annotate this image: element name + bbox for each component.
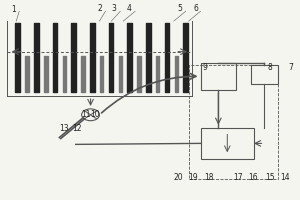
Text: 18: 18 [205, 173, 214, 182]
Bar [189, 64, 278, 179]
Bar [200, 63, 236, 90]
Text: 3: 3 [112, 4, 117, 13]
Text: 10: 10 [90, 110, 100, 119]
Text: 17: 17 [233, 173, 242, 182]
Text: 20: 20 [173, 173, 183, 182]
Text: 5: 5 [177, 4, 182, 13]
Text: 12: 12 [72, 124, 82, 133]
Text: 2: 2 [97, 4, 102, 13]
Text: 14: 14 [280, 173, 290, 182]
Text: 13: 13 [59, 124, 69, 133]
Text: 4: 4 [127, 4, 132, 13]
Text: 8: 8 [268, 63, 273, 72]
Text: 6: 6 [194, 4, 199, 13]
Text: 11: 11 [81, 110, 91, 119]
Text: 16: 16 [248, 173, 257, 182]
Text: 9: 9 [202, 63, 207, 72]
Text: 7: 7 [289, 63, 294, 72]
Text: 19: 19 [188, 173, 198, 182]
Text: 1: 1 [11, 5, 16, 14]
Bar [251, 64, 278, 84]
Text: 15: 15 [266, 173, 275, 182]
Bar [200, 128, 254, 159]
